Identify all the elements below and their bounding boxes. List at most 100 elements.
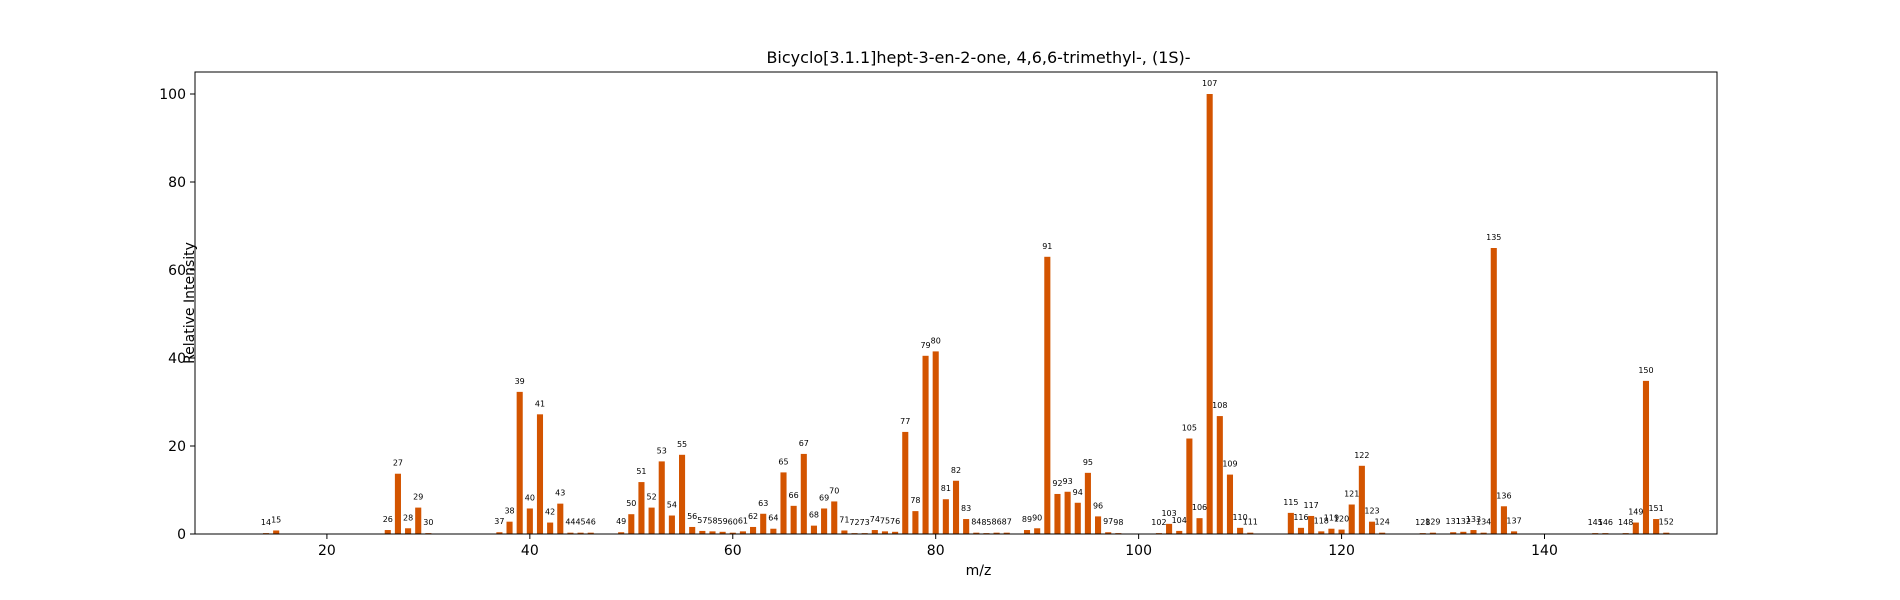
bar-label-mz-97: 97 [1103, 517, 1113, 526]
bar-mz-104 [1176, 530, 1183, 534]
bar-mz-115 [1287, 512, 1294, 534]
bar-mz-111 [1247, 532, 1254, 534]
bar-mz-58 [709, 531, 716, 534]
bar-mz-116 [1297, 527, 1305, 534]
bar-label-mz-149: 149 [1628, 508, 1643, 517]
bar-mz-46 [587, 532, 594, 534]
bar-mz-43 [557, 503, 564, 534]
bar-mz-67 [800, 453, 807, 534]
bar-mz-124 [1379, 532, 1386, 534]
x-tick-label: 20 [318, 543, 336, 559]
bar-label-mz-150: 150 [1638, 366, 1653, 375]
bar-mz-37 [496, 532, 503, 534]
bar-mz-94 [1074, 502, 1081, 534]
bar-mz-45 [577, 532, 584, 534]
x-tick-label: 100 [1125, 543, 1152, 559]
bar-mz-80 [932, 351, 939, 534]
bar-label-mz-69: 69 [819, 493, 829, 502]
bar-label-mz-37: 37 [494, 517, 504, 526]
bar-label-mz-62: 62 [748, 512, 758, 521]
bar-label-mz-133: 133 [1466, 515, 1481, 524]
bar-label-mz-79: 79 [920, 341, 930, 350]
bar-label-mz-116: 116 [1293, 513, 1308, 522]
bar-mz-129 [1429, 532, 1436, 534]
bar-label-mz-15: 15 [271, 515, 281, 524]
bar-label-mz-108: 108 [1212, 401, 1227, 410]
bar-mz-59 [719, 531, 726, 534]
bar-label-mz-81: 81 [941, 484, 951, 493]
bar-mz-93 [1064, 491, 1071, 534]
bar-mz-41 [536, 414, 544, 534]
bar-label-mz-136: 136 [1496, 491, 1511, 500]
bar-series [262, 94, 1670, 534]
bar-mz-91 [1044, 256, 1051, 534]
bar-label-mz-58: 58 [707, 516, 717, 525]
bar-mz-61 [739, 531, 746, 534]
bar-mz-63 [760, 513, 767, 534]
bar-mz-151 [1653, 519, 1660, 534]
bar-mz-136 [1500, 506, 1507, 534]
bar-label-mz-49: 49 [616, 517, 626, 526]
bar-mz-105 [1186, 438, 1193, 534]
bar-mz-149 [1632, 522, 1639, 534]
bar-label-mz-74: 74 [870, 515, 880, 524]
bar-mz-96 [1095, 516, 1102, 534]
bar-mz-134 [1480, 532, 1487, 534]
bar-label-mz-121: 121 [1344, 490, 1359, 499]
bar-mz-38 [506, 521, 513, 534]
bar-label-mz-117: 117 [1303, 501, 1318, 510]
bar-label-mz-104: 104 [1172, 516, 1187, 525]
bar-label-mz-134: 134 [1476, 518, 1491, 527]
bar-mz-152 [1663, 532, 1670, 534]
bar-label-mz-50: 50 [626, 499, 636, 508]
bar-label-mz-84: 84 [971, 518, 981, 527]
bar-mz-78 [912, 511, 919, 534]
bar-mz-65 [780, 472, 787, 534]
bar-mz-60 [729, 532, 736, 534]
bar-label-mz-14: 14 [261, 518, 271, 527]
bar-mz-122 [1358, 465, 1365, 534]
bar-label-mz-89: 89 [1022, 515, 1032, 524]
bar-label-mz-120: 120 [1334, 515, 1349, 524]
bar-label-mz-73: 73 [860, 518, 870, 527]
bar-label-mz-137: 137 [1506, 516, 1521, 525]
bar-label-mz-95: 95 [1083, 458, 1093, 467]
bar-label-mz-40: 40 [525, 493, 535, 502]
bar-label-mz-87: 87 [1002, 518, 1012, 527]
bar-mz-29 [415, 507, 422, 534]
bar-label-mz-64: 64 [768, 514, 778, 523]
bar-mz-53 [658, 461, 665, 534]
bar-mz-89 [1023, 530, 1031, 534]
bar-label-mz-46: 46 [586, 518, 596, 527]
bar-mz-118 [1318, 531, 1325, 534]
bar-label-mz-90: 90 [1032, 513, 1042, 522]
bar-mz-123 [1368, 521, 1376, 534]
bar-mz-117 [1308, 515, 1315, 534]
bar-mz-97 [1105, 532, 1112, 534]
bar-label-mz-102: 102 [1151, 518, 1166, 527]
bar-label-mz-26: 26 [383, 515, 393, 524]
bar-mz-92 [1054, 493, 1061, 534]
bar-label-mz-118: 118 [1314, 516, 1329, 525]
bar-label-mz-85: 85 [981, 518, 991, 527]
bar-label-mz-75: 75 [880, 516, 890, 525]
bar-label-mz-124: 124 [1375, 518, 1390, 527]
bar-label-mz-128: 128 [1415, 518, 1430, 527]
bar-label-mz-96: 96 [1093, 501, 1103, 510]
bar-label-mz-44: 44 [565, 518, 575, 527]
bar-label-mz-98: 98 [1113, 518, 1123, 527]
x-tick-label: 80 [927, 543, 945, 559]
bar-label-mz-146: 146 [1598, 518, 1613, 527]
bar-mz-40 [526, 508, 533, 534]
y-tick-label: 20 [168, 439, 186, 455]
bar-label-mz-105: 105 [1182, 424, 1197, 433]
bar-label-mz-42: 42 [545, 508, 555, 517]
bar-mz-103 [1166, 523, 1173, 534]
bar-label-mz-43: 43 [555, 489, 565, 498]
plot-frame [194, 71, 1718, 535]
bar-label-mz-123: 123 [1364, 507, 1379, 516]
bar-mz-68 [810, 525, 817, 534]
bar-label-mz-83: 83 [961, 504, 971, 513]
chart-title: Bicyclo[3.1.1]hept-3-en-2-one, 4,6,6-tri… [766, 48, 1190, 67]
